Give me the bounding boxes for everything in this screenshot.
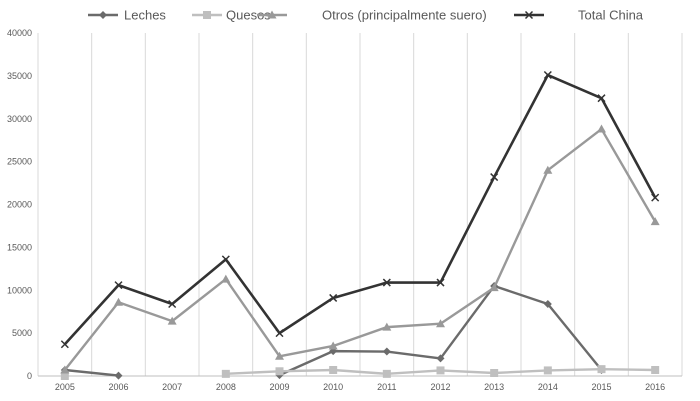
data-point-square (329, 365, 338, 374)
data-point-square (597, 365, 606, 374)
legend: Leches Quesos Otros (principalmente suero)… (88, 8, 644, 23)
data-point-diamond (99, 11, 107, 19)
data-point-square (60, 372, 69, 380)
data-point-square (651, 365, 660, 374)
data-point-diamond (382, 347, 391, 356)
data-point-square (275, 367, 284, 376)
x-tick-label: 2005 (55, 382, 75, 392)
legend-item: Otros (principalmente suero) (257, 8, 487, 23)
y-tick-label: 5000 (12, 328, 32, 338)
data-point-diamond (436, 354, 445, 363)
data-point-square (490, 368, 499, 377)
data-point-triangle (543, 165, 553, 174)
data-point-square (436, 366, 445, 375)
data-point-x (275, 329, 284, 338)
y-tick-label: 20000 (7, 200, 32, 210)
legend-item: Quesos (192, 8, 271, 23)
series-line (63, 73, 657, 346)
data-point-x (114, 281, 123, 290)
legend-label: Leches (124, 8, 166, 23)
x-tick-label: 2008 (216, 382, 236, 392)
data-point-diamond (114, 371, 123, 380)
data-point-triangle (267, 10, 277, 19)
legend-label: Quesos (226, 8, 271, 23)
x-tick-label: 2009 (269, 382, 289, 392)
x-tick-label: 2016 (645, 382, 665, 392)
y-tick-label: 0 (27, 371, 32, 381)
y-tick-label: 10000 (7, 285, 32, 295)
legend-label: Total China (578, 8, 644, 23)
data-point-x (60, 340, 69, 349)
series-leches (60, 281, 606, 380)
data-point-x (382, 278, 391, 287)
data-point-triangle (275, 351, 284, 360)
data-point-x (329, 293, 338, 302)
x-tick-label: 2015 (591, 382, 611, 392)
data-point-triangle (114, 297, 123, 306)
data-point-diamond (543, 299, 552, 308)
data-point-square (543, 366, 552, 375)
x-tick-label: 2014 (538, 382, 558, 392)
y-tick-label: 30000 (7, 114, 32, 124)
x-tick-label: 2013 (484, 382, 504, 392)
series-line (64, 368, 119, 377)
data-point-triangle (167, 316, 177, 325)
data-point-x (490, 173, 499, 182)
y-tick-label: 40000 (7, 28, 32, 38)
data-point-triangle (60, 365, 70, 374)
x-tick-label: 2011 (377, 382, 396, 392)
series-group (60, 70, 660, 380)
data-point-triangle (328, 341, 338, 350)
data-point-triangle (489, 283, 499, 292)
x-tick-label: 2007 (162, 382, 182, 392)
grid-lines (37, 33, 683, 376)
series-otros-principalmente-suero (60, 124, 660, 374)
data-point-x (436, 278, 445, 287)
series-total-china (60, 70, 660, 349)
y-tick-label: 15000 (7, 242, 32, 252)
data-point-x (543, 70, 552, 80)
y-tick-label: 35000 (7, 71, 32, 81)
data-point-x (221, 255, 230, 264)
x-tick-label: 2006 (108, 382, 128, 392)
data-point-triangle (436, 319, 445, 328)
y-tick-label: 25000 (7, 157, 32, 167)
data-point-square (203, 11, 211, 19)
data-point-triangle (597, 124, 606, 133)
series-quesos (60, 365, 660, 380)
x-tick-label: 2012 (430, 382, 450, 392)
data-point-triangle (650, 217, 660, 226)
legend-item: Total China (514, 8, 644, 23)
x-tick-label: 2010 (323, 382, 343, 392)
data-point-square (221, 369, 230, 378)
data-point-x (651, 193, 660, 202)
data-point-x (524, 10, 534, 20)
legend-item: Leches (88, 8, 166, 23)
data-point-x (168, 299, 177, 309)
data-point-square (382, 369, 391, 378)
legend-label: Otros (principalmente suero) (322, 8, 487, 23)
data-point-triangle (221, 274, 231, 283)
data-point-triangle (382, 322, 392, 331)
series-line (63, 127, 657, 371)
data-point-x (597, 94, 606, 103)
axes: 0 5000 10000 15000 20000 25000 30000 35000 40000… (7, 28, 682, 392)
